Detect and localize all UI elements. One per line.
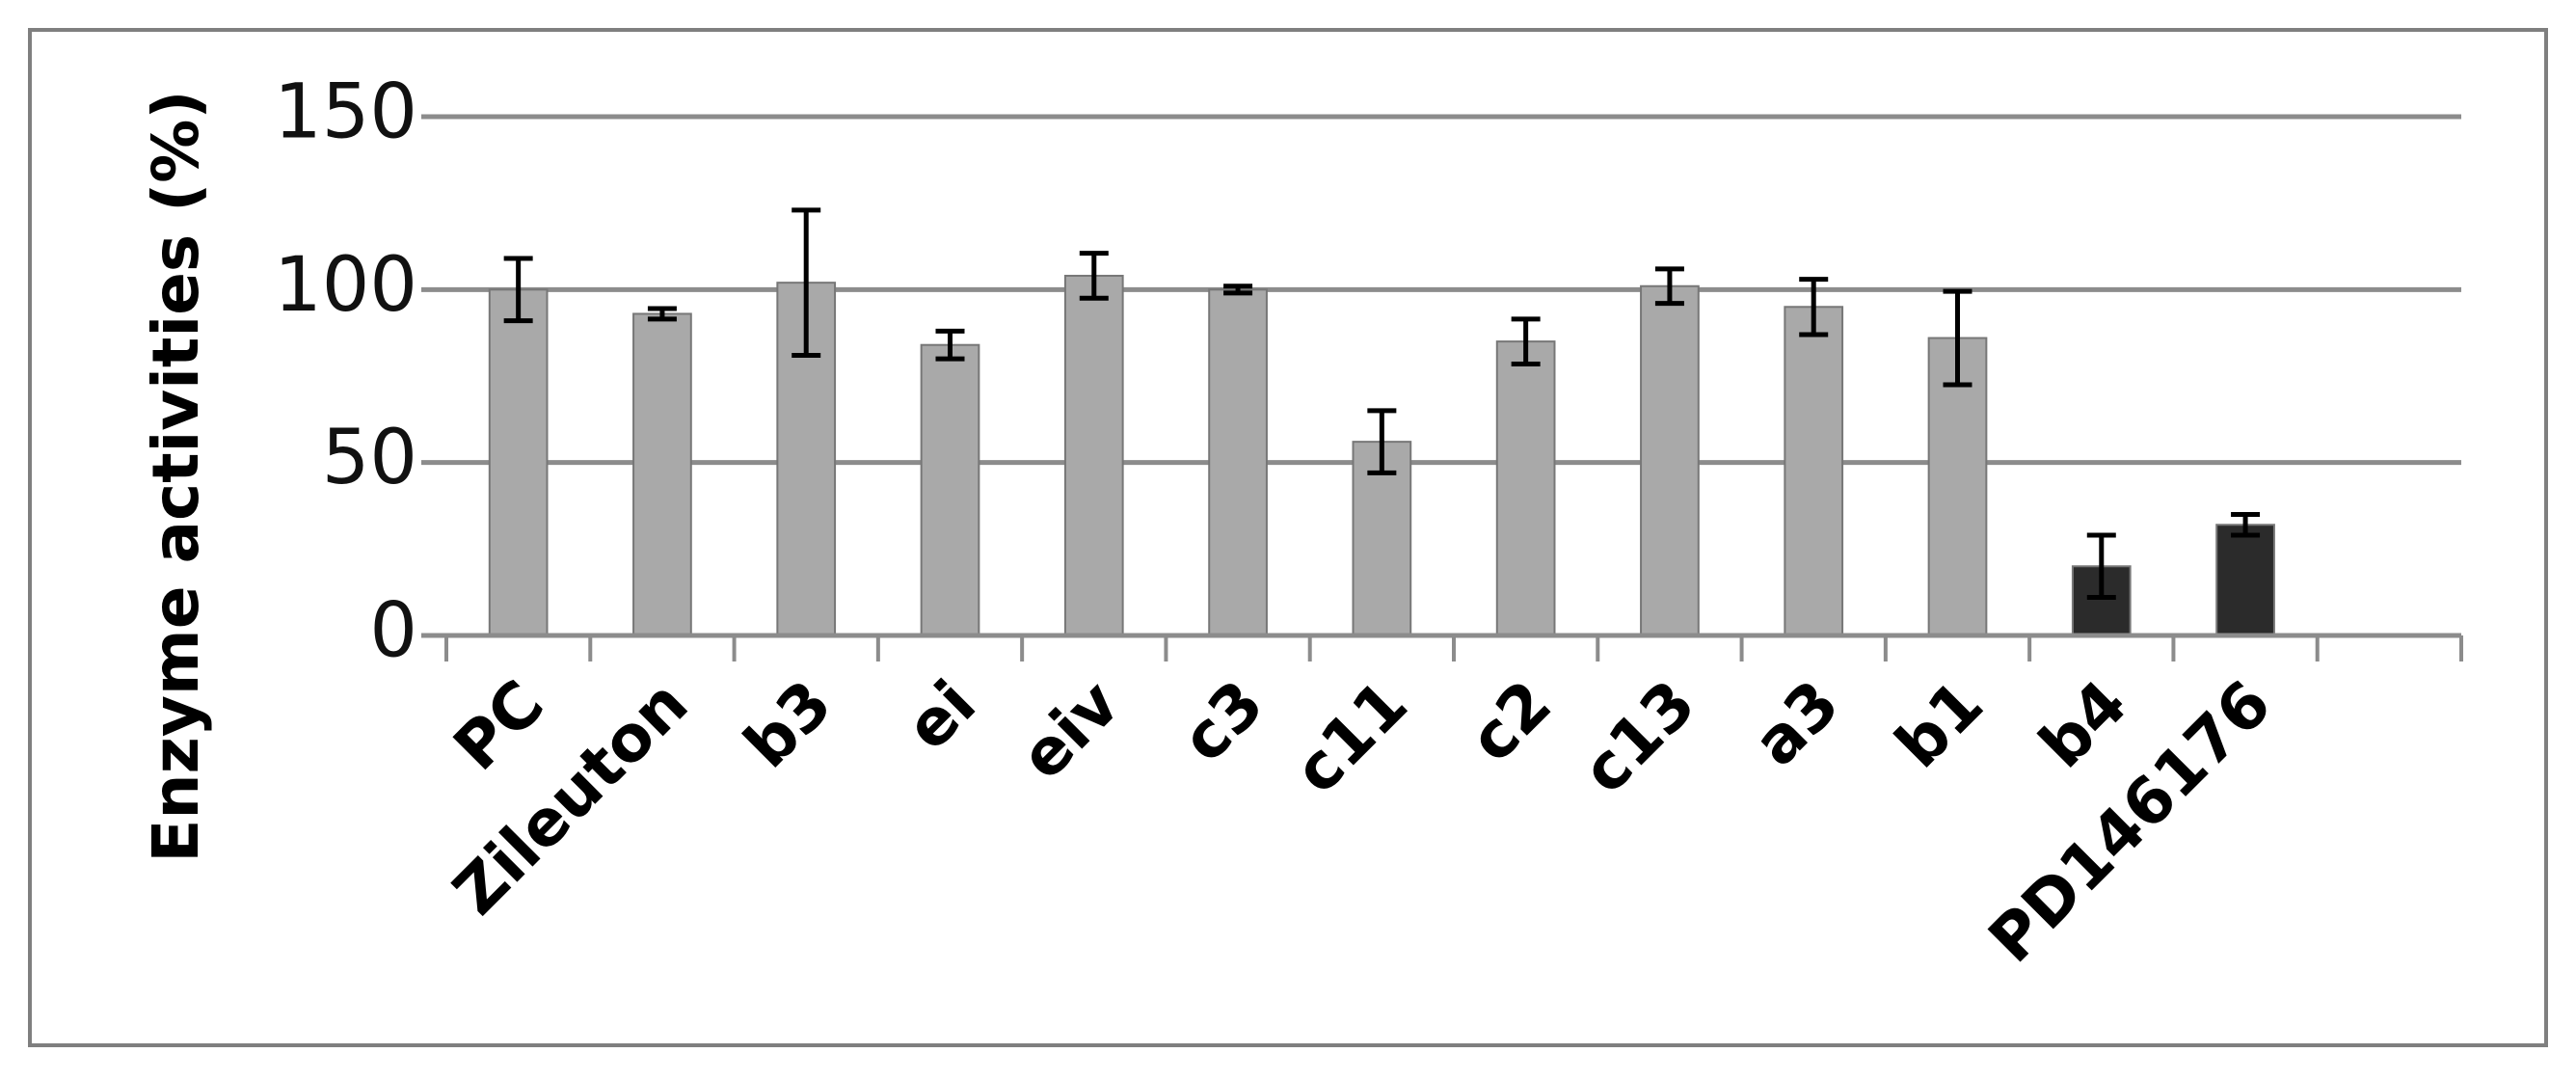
bar [1784,306,1844,636]
error-bar [1654,266,1684,307]
error-bar [1799,277,1829,338]
bar [2215,524,2275,637]
y-tick-label: 0 [369,587,417,674]
y-axis-title: Enzyme activities (%) [139,90,213,862]
bar [920,343,980,636]
error-bar [1367,408,1397,475]
error-bar [647,306,677,322]
bar [1208,288,1268,636]
error-bar [792,207,821,358]
error-bar [2231,511,2261,538]
bar [1640,284,1700,636]
error-bar [1079,251,1109,301]
error-bar [2086,532,2116,601]
bar [632,312,692,636]
bar [1063,274,1124,636]
bar [488,288,549,636]
y-tick-label: 150 [274,68,417,155]
error-bar [935,328,965,362]
y-tick-label: 100 [274,242,417,329]
chart-frame [28,28,2548,1047]
y-tick-label: 50 [322,415,417,501]
error-bar [503,256,533,324]
error-bar [1943,288,1972,388]
bar [1495,340,1556,636]
error-bar [1511,316,1541,366]
error-bar [1223,284,1253,296]
